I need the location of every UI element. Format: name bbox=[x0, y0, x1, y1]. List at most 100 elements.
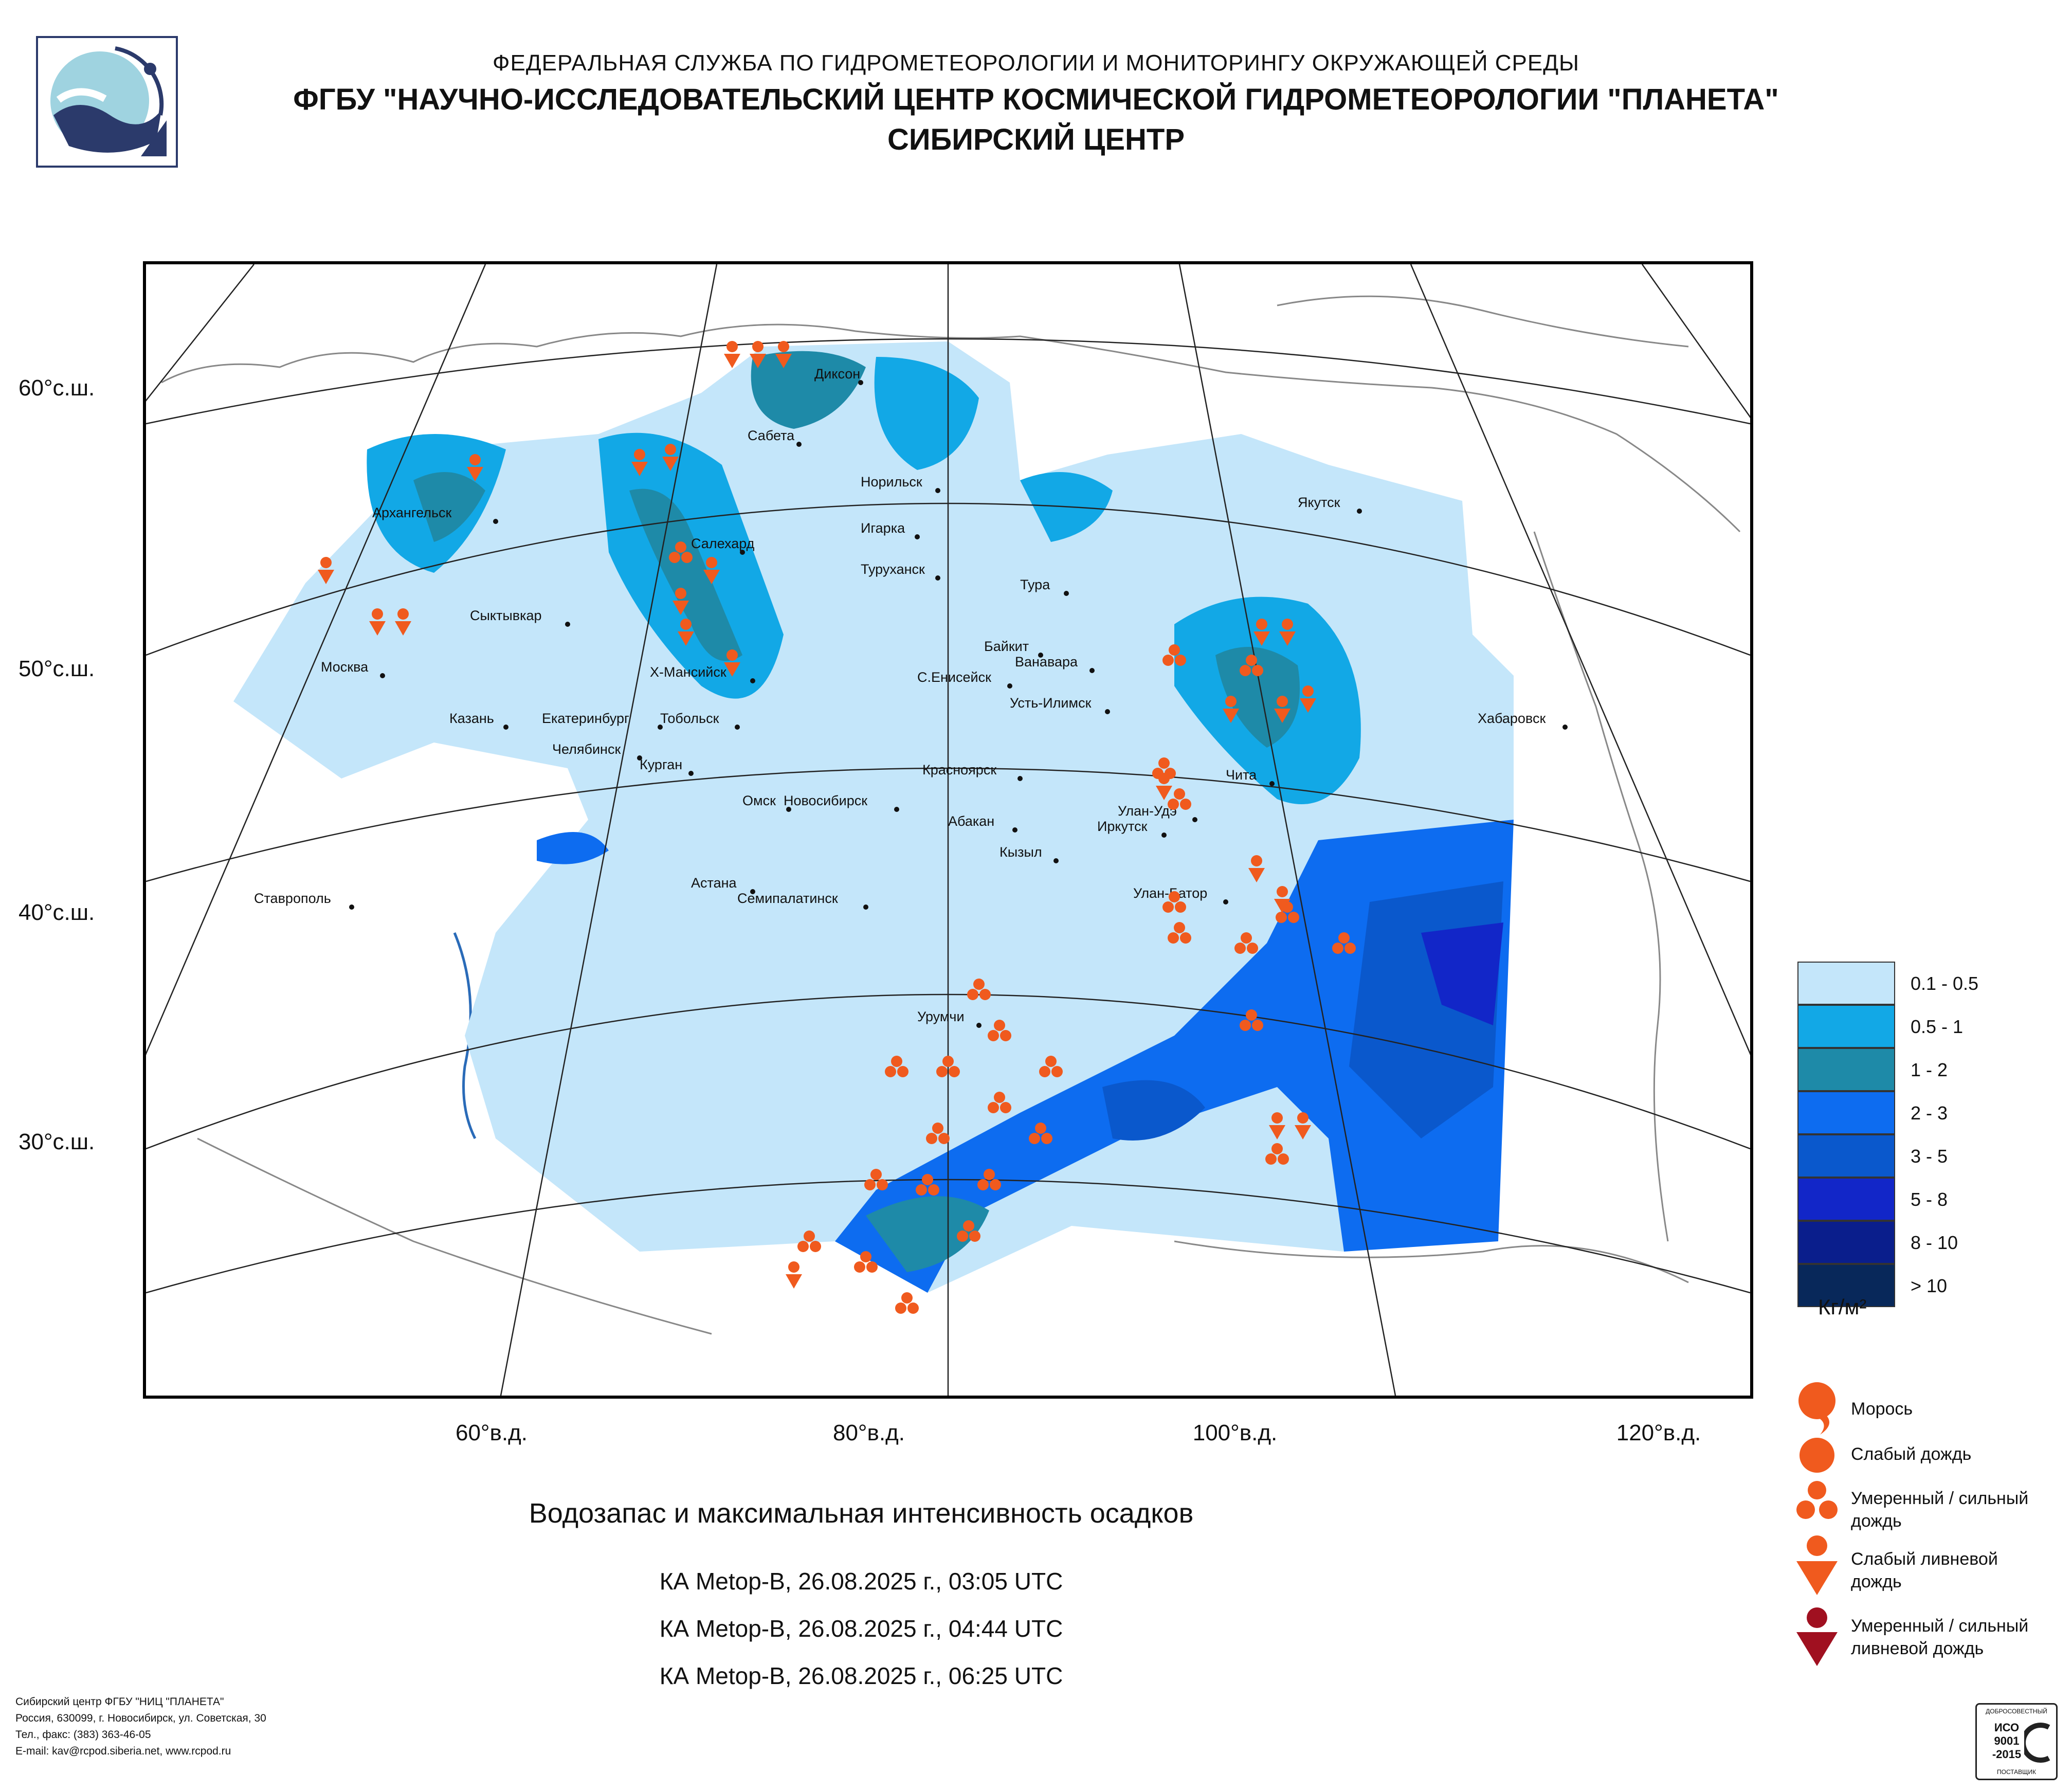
city-18: Челябинск bbox=[552, 741, 642, 761]
city-label: Салехард bbox=[691, 536, 755, 551]
lat-label-50: 50°с.ш. bbox=[19, 656, 95, 681]
city-9: Байкит bbox=[984, 639, 1043, 658]
city-32: Урумчи bbox=[917, 1009, 982, 1028]
legend-swatch-0 bbox=[1797, 962, 1895, 1005]
iso-line-2: 9001 bbox=[1994, 1734, 2020, 1747]
legend-label-4: 3 - 5 bbox=[1911, 1146, 1948, 1167]
city-31: Ставрополь bbox=[254, 891, 354, 910]
city-dot bbox=[565, 622, 570, 627]
moderate-rain-symbol-14 bbox=[936, 1056, 960, 1077]
legend-label-7: > 10 bbox=[1911, 1275, 1948, 1296]
shower-symbol-14 bbox=[1253, 619, 1270, 646]
city-label: Игарка bbox=[861, 520, 905, 536]
shower-symbol-3 bbox=[467, 454, 483, 481]
header-agency: ФЕДЕРАЛЬНАЯ СЛУЖБА ПО ГИДРОМЕТЕОРОЛОГИИ … bbox=[493, 50, 1579, 76]
city-dot bbox=[1007, 683, 1012, 689]
city-10: Ванавара bbox=[1015, 654, 1095, 673]
moderate-rain-symbol-15 bbox=[1039, 1056, 1063, 1077]
legend-label-3: 2 - 3 bbox=[1911, 1102, 1948, 1124]
pass-3: КА Metop-B, 26.08.2025 г., 06:25 UTC bbox=[659, 1662, 1063, 1689]
lat-label-30: 30°с.ш. bbox=[19, 1129, 95, 1154]
moderate-rain-symbol-25 bbox=[895, 1292, 919, 1314]
moderate-rain-symbol-10 bbox=[1240, 1009, 1263, 1031]
iso-line-1: ИСО bbox=[1994, 1721, 2020, 1734]
city-21: Омск bbox=[742, 793, 791, 812]
city-22: Новосибирск bbox=[784, 793, 899, 812]
city-7: Тура bbox=[1020, 577, 1069, 596]
city-dot bbox=[796, 442, 802, 447]
city-dot bbox=[349, 904, 354, 910]
city-dot bbox=[1562, 725, 1568, 730]
city-dot bbox=[863, 904, 868, 910]
city-34: Хабаровск bbox=[1478, 711, 1568, 730]
city-label: Ставрополь bbox=[254, 891, 331, 906]
city-label: Туруханск bbox=[861, 562, 925, 577]
city-dot bbox=[935, 575, 940, 581]
city-1: Сабета bbox=[748, 428, 802, 447]
legend-label-0: 0.1 - 0.5 bbox=[1911, 973, 1979, 994]
city-dot bbox=[935, 488, 940, 493]
legend-swatch-3 bbox=[1797, 1091, 1895, 1134]
legend-swatch-6 bbox=[1797, 1221, 1895, 1264]
footer-line-2: Россия, 630099, г. Новосибирск, ул. Сове… bbox=[15, 1712, 266, 1724]
city-13: С.Енисейск bbox=[917, 670, 1012, 689]
city-dot bbox=[1269, 781, 1275, 786]
iso-badge-text: ИСО 9001 -2015 bbox=[1986, 1721, 2027, 1761]
city-29: Семипалатинск bbox=[737, 891, 868, 910]
shower-symbol-11 bbox=[678, 619, 694, 646]
shower-symbol-7 bbox=[369, 608, 386, 636]
iso-c-icon bbox=[2024, 1723, 2050, 1763]
moderate-rain-symbol-8 bbox=[1276, 901, 1299, 923]
shower-symbol-4 bbox=[631, 449, 648, 476]
city-dot bbox=[1089, 668, 1095, 673]
moderate-rain-symbol-9 bbox=[1332, 932, 1356, 954]
light-rain-icon bbox=[1800, 1438, 1834, 1473]
city-label: Норильск bbox=[861, 474, 922, 490]
city-14: Усть-Илимск bbox=[1010, 695, 1110, 714]
moderate-rain-symbol-18 bbox=[1029, 1123, 1052, 1144]
city-28: Астана bbox=[691, 875, 755, 894]
shower-symbol-5 bbox=[662, 444, 679, 471]
city-26: Чита bbox=[1226, 767, 1275, 786]
legend-label-1: 0.5 - 1 bbox=[1911, 1016, 1964, 1037]
lat-label-60: 60°с.ш. bbox=[19, 375, 95, 401]
shower-symbol-18 bbox=[1300, 685, 1316, 713]
moderate-rain-symbol-20 bbox=[864, 1169, 888, 1190]
city-25: Улан-Удэ bbox=[1118, 803, 1197, 822]
city-17: Тобольск bbox=[660, 711, 740, 730]
city-3: Архангельск bbox=[372, 505, 498, 524]
city-dot bbox=[1064, 591, 1069, 596]
city-27: Кызыл bbox=[999, 844, 1059, 863]
moderate-rain-symbol-6 bbox=[1168, 922, 1191, 944]
city-19: Курган bbox=[640, 757, 694, 776]
city-dot bbox=[1038, 653, 1043, 658]
header-institute: ФГБУ "НАУЧНО-ИССЛЕДОВАТЕЛЬСКИЙ ЦЕНТР КОС… bbox=[293, 83, 1779, 116]
symbol-legend-icons bbox=[1796, 1382, 1838, 1666]
city-label: Абакан bbox=[948, 813, 994, 829]
graticule bbox=[146, 264, 1750, 1396]
moderate-rain-symbol-2 bbox=[1240, 655, 1263, 676]
iso-badge-top: ДОБРОСОВЕСТНЫЙ bbox=[1986, 1708, 2047, 1715]
precip-symbols-layer bbox=[318, 341, 1356, 1314]
planeta-logo bbox=[36, 36, 178, 168]
shower-symbol-1 bbox=[750, 341, 766, 368]
city-dot bbox=[1161, 833, 1167, 838]
city-dot bbox=[915, 534, 920, 539]
footer-line-1: Сибирский центр ФГБУ "НИЦ "ПЛАНЕТА" bbox=[15, 1696, 224, 1708]
moderate-rain-symbol-0 bbox=[669, 541, 693, 563]
city-dot bbox=[740, 550, 745, 555]
city-dot bbox=[1017, 776, 1023, 781]
legend-swatch-5 bbox=[1797, 1178, 1895, 1221]
city-12: Х-Мансийск bbox=[650, 664, 755, 683]
city-dot bbox=[637, 755, 642, 761]
lon-label-60: 60°в.д. bbox=[455, 1420, 528, 1445]
moderate-rain-symbol-16 bbox=[988, 1092, 1011, 1113]
main-title: Водозапас и максимальная интенсивность о… bbox=[529, 1498, 1194, 1529]
drizzle-icon bbox=[1798, 1382, 1835, 1435]
city-33: Якутск bbox=[1298, 495, 1362, 514]
city-dot bbox=[976, 1023, 982, 1028]
pass-2: КА Metop-B, 26.08.2025 г., 04:44 UTC bbox=[659, 1615, 1063, 1642]
shower-symbol-15 bbox=[1279, 619, 1296, 646]
city-16: Екатеринбург bbox=[542, 711, 663, 730]
moderate-rain-symbol-13 bbox=[885, 1056, 908, 1077]
